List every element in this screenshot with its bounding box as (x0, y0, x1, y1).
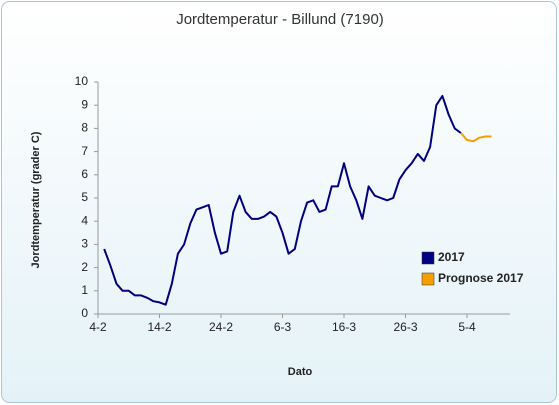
y-tick-label: 0 (81, 306, 88, 320)
chart-title: Jordtemperatur - Billund (7190) (176, 11, 384, 28)
y-tick-label: 5 (81, 190, 88, 204)
y-tick-label: 3 (81, 237, 88, 251)
y-tick-label: 7 (81, 144, 88, 158)
legend-label: Prognose 2017 (438, 271, 524, 285)
y-tick-label: 1 (81, 283, 88, 297)
series-line (460, 132, 492, 143)
x-tick-label: 5-4 (458, 320, 476, 334)
series-line (103, 94, 462, 306)
x-tick-label: 14-2 (147, 320, 171, 334)
y-tick-label: 4 (81, 213, 88, 227)
legend-swatch (421, 251, 435, 265)
x-axis-label: Dato (288, 366, 313, 378)
x-tick-label: 24-2 (209, 320, 233, 334)
y-tick-label: 2 (81, 260, 88, 274)
y-tick-label: 6 (81, 167, 88, 181)
legend-swatch (421, 272, 435, 286)
x-tick-label: 4-2 (89, 320, 107, 334)
y-tick-label: 9 (81, 97, 88, 111)
y-axis-label: Jordtemperatur (grader C) (30, 131, 42, 268)
y-tick-label: 8 (81, 121, 88, 135)
x-tick-label: 6-3 (274, 320, 292, 334)
y-tick-label: 10 (75, 74, 89, 88)
x-tick-label: 16-3 (332, 320, 356, 334)
legend-label: 2017 (438, 250, 465, 264)
x-tick-label: 26-3 (393, 320, 417, 334)
